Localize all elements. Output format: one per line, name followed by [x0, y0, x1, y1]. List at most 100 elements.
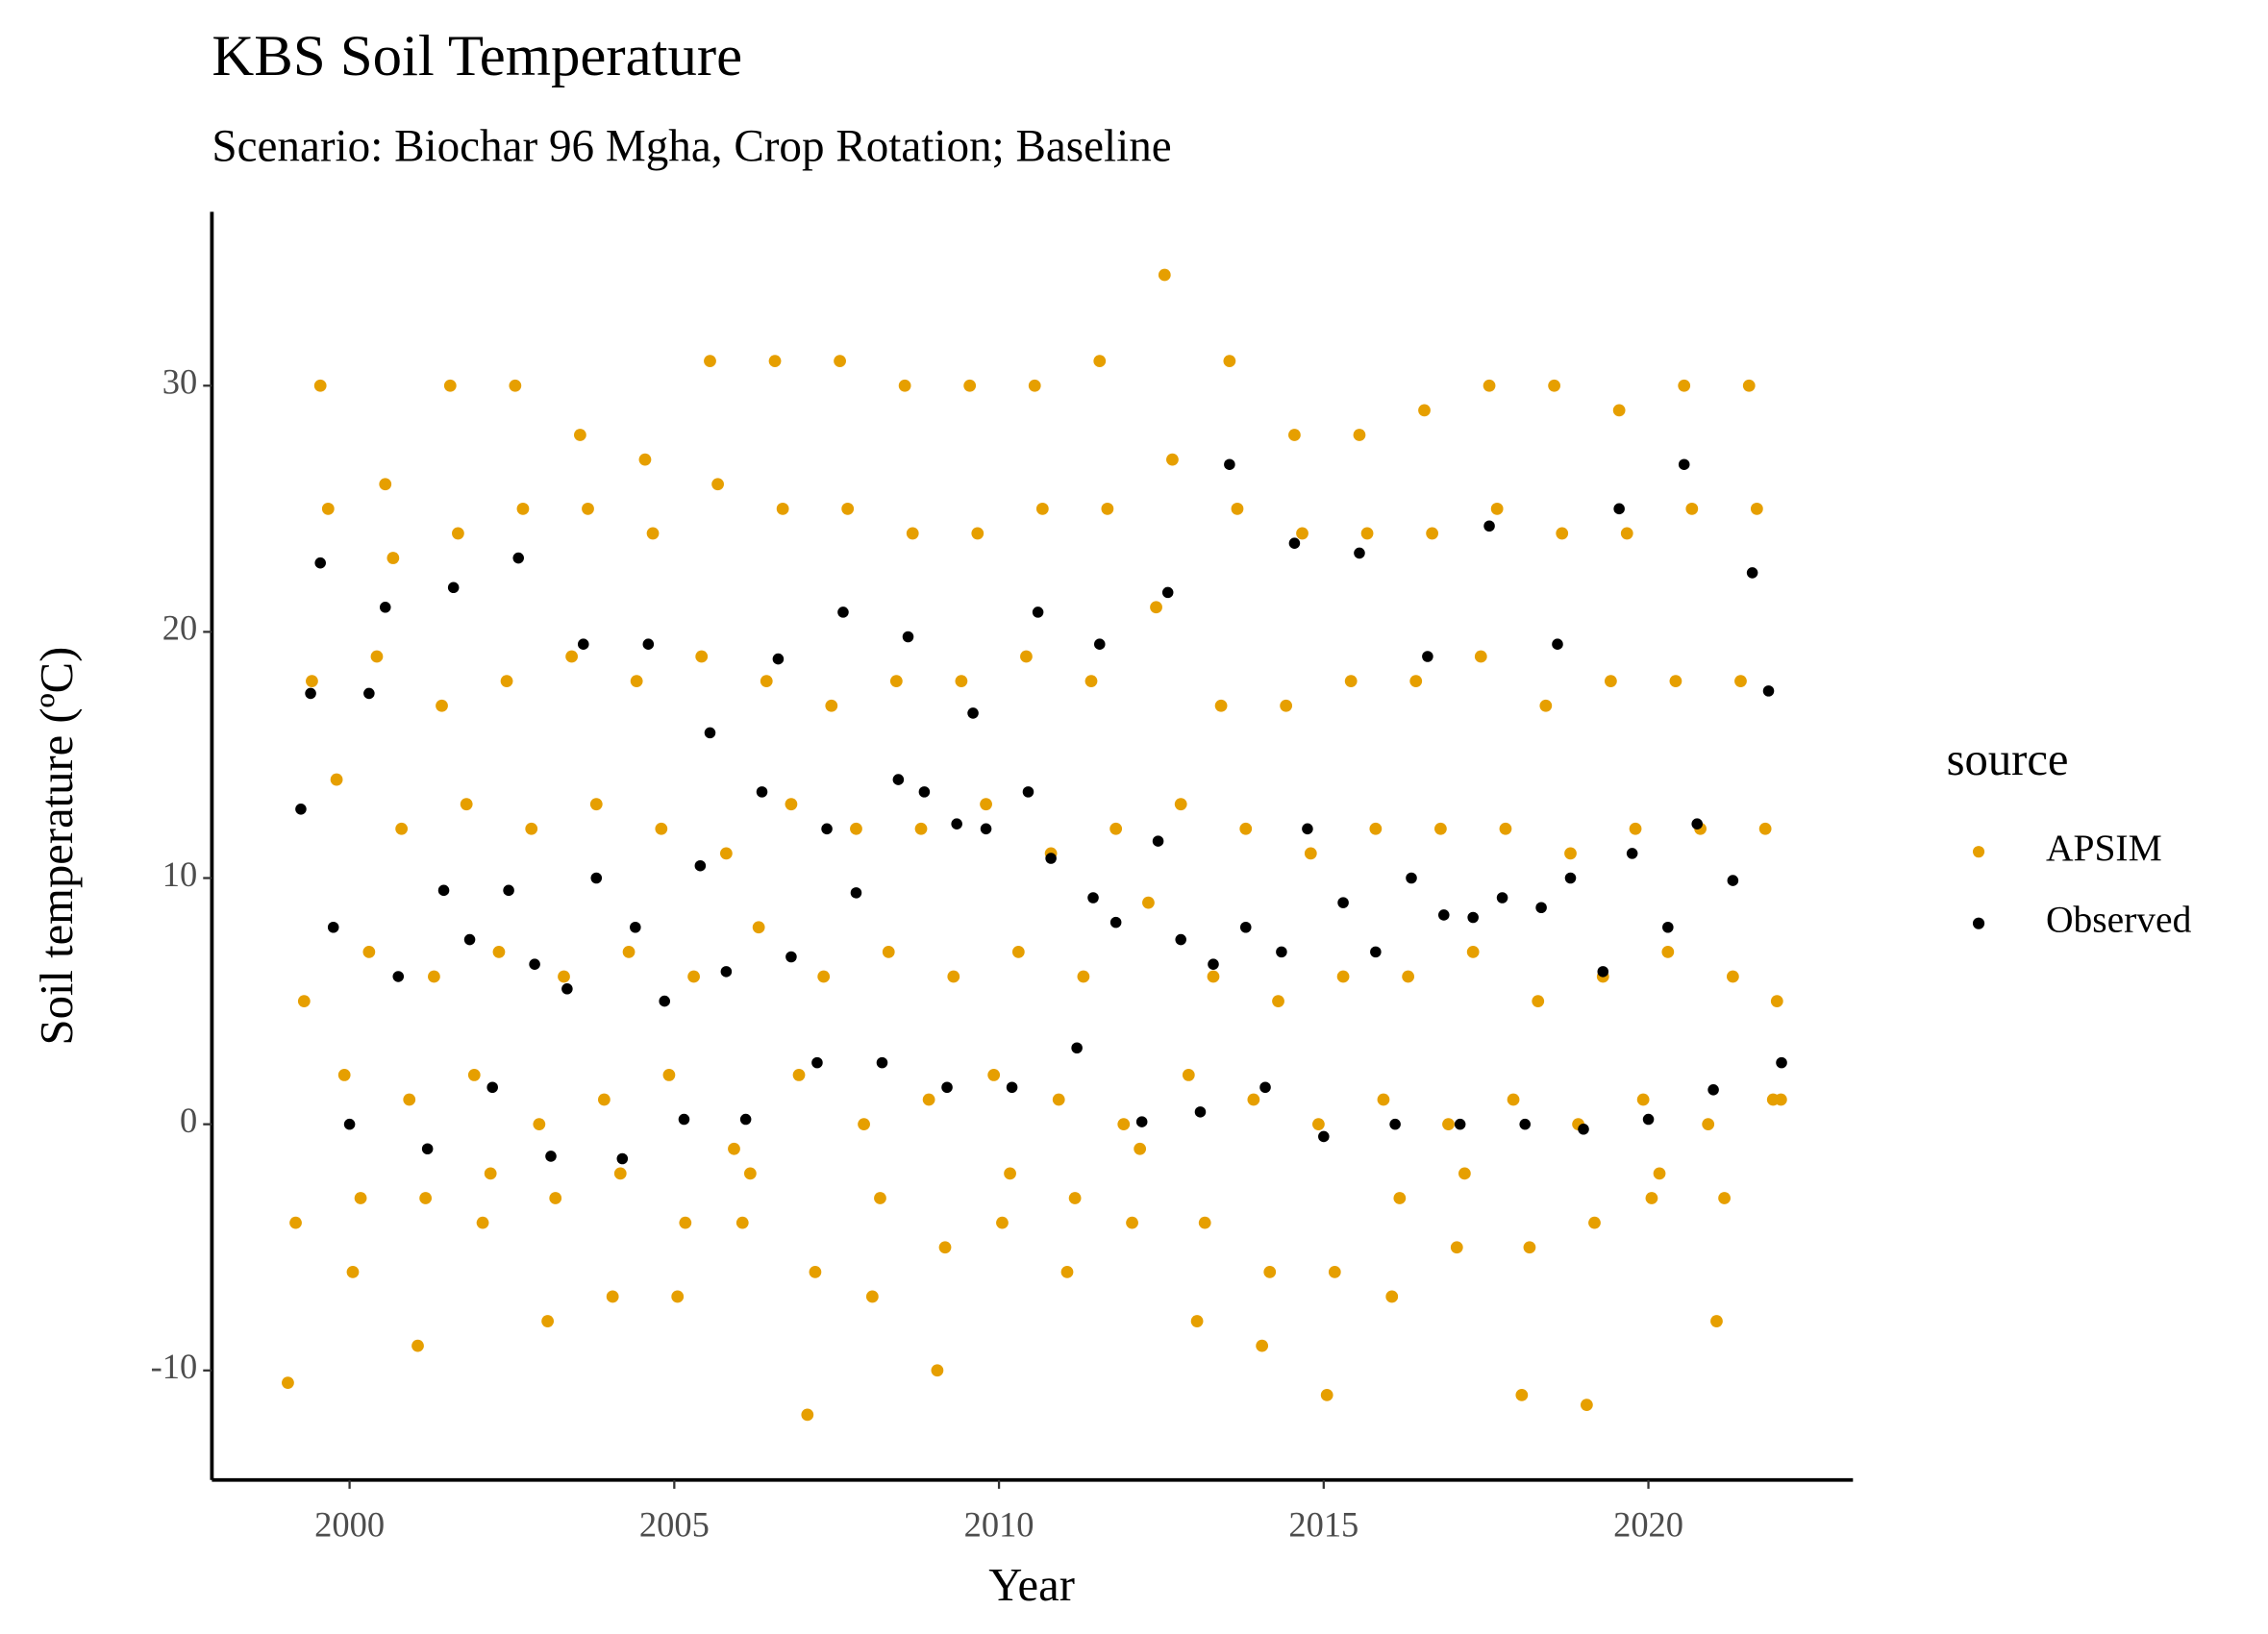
legend: source APSIM Observed	[1947, 733, 2192, 941]
data-point	[1093, 638, 1106, 650]
data-point	[598, 1093, 611, 1106]
data-point	[1707, 1084, 1719, 1096]
data-point	[914, 822, 928, 835]
data-point	[1507, 1093, 1520, 1106]
data-point	[1020, 650, 1033, 663]
data-point	[525, 822, 538, 835]
chart-subtitle: Scenario: Biochar 96 Mgha, Crop Rotation…	[212, 121, 1171, 171]
data-point	[327, 921, 339, 933]
data-point	[821, 823, 833, 835]
data-point	[1523, 1241, 1536, 1254]
data-point	[1496, 892, 1508, 904]
data-point	[1653, 1167, 1666, 1180]
data-point	[1776, 1056, 1787, 1069]
data-point	[947, 970, 960, 983]
data-point	[743, 1167, 757, 1180]
data-point	[1328, 1265, 1341, 1278]
data-point	[1645, 1192, 1658, 1204]
data-point	[1109, 822, 1123, 835]
data-point	[313, 379, 327, 392]
data-point	[1742, 379, 1756, 392]
data-point	[343, 1118, 356, 1130]
data-point	[545, 1151, 557, 1162]
data-point	[817, 970, 831, 983]
points-layer	[282, 268, 1787, 1422]
data-point	[679, 1216, 692, 1229]
data-point	[590, 872, 603, 884]
data-point	[306, 675, 318, 687]
data-point	[1174, 798, 1187, 811]
data-point	[1548, 379, 1560, 392]
data-point	[1580, 1399, 1593, 1412]
data-point	[395, 822, 409, 835]
data-point	[922, 1093, 935, 1106]
data-point	[1629, 822, 1642, 835]
data-point	[421, 1143, 434, 1155]
data-point	[1011, 945, 1025, 958]
data-point	[1152, 835, 1164, 847]
data-point	[363, 687, 375, 700]
data-point	[1276, 946, 1287, 958]
data-point	[1288, 429, 1301, 441]
data-point	[1263, 1265, 1277, 1278]
data-point	[892, 774, 905, 785]
data-point	[874, 1192, 886, 1204]
data-point	[941, 1081, 953, 1094]
data-point	[695, 650, 709, 663]
data-point	[1071, 1042, 1083, 1054]
data-point	[967, 707, 979, 719]
data-point	[996, 1216, 1009, 1229]
data-point	[379, 601, 391, 613]
data-point	[1418, 404, 1431, 417]
data-point	[1142, 896, 1155, 909]
data-point	[1499, 822, 1512, 835]
data-point	[1642, 1113, 1655, 1126]
data-point	[811, 1056, 823, 1069]
data-point	[337, 1069, 351, 1081]
data-point	[1175, 933, 1186, 946]
data-point	[1564, 847, 1577, 860]
data-point	[574, 429, 586, 441]
data-point	[1454, 1118, 1466, 1130]
data-point	[1224, 458, 1235, 470]
data-point	[931, 1364, 944, 1377]
data-point	[577, 638, 589, 650]
data-point	[1288, 537, 1301, 549]
x-tick-label: 2015	[1288, 1505, 1358, 1544]
data-point	[561, 983, 573, 995]
data-point	[392, 971, 405, 982]
data-point	[541, 1315, 555, 1327]
data-point	[622, 945, 636, 958]
data-point	[509, 379, 522, 392]
data-point	[630, 921, 641, 933]
data-point	[1519, 1118, 1531, 1130]
data-point	[837, 607, 849, 618]
data-point	[1093, 355, 1107, 368]
data-point	[760, 675, 773, 687]
data-point	[354, 1192, 367, 1204]
data-point	[1006, 1081, 1018, 1094]
data-point	[1556, 527, 1569, 540]
data-point	[1060, 1265, 1074, 1278]
data-point	[1532, 995, 1545, 1007]
data-point	[1150, 601, 1162, 614]
x-tick-label: 2010	[964, 1505, 1034, 1544]
data-point	[1360, 527, 1374, 540]
data-point	[1434, 822, 1447, 835]
data-point	[938, 1241, 952, 1254]
data-point	[987, 1069, 1001, 1081]
data-point	[533, 1118, 546, 1131]
data-point	[955, 675, 968, 687]
data-point	[1539, 699, 1553, 712]
data-point	[704, 355, 716, 368]
legend-label: APSIM	[2046, 827, 2162, 869]
data-point	[403, 1093, 416, 1106]
data-point	[735, 1216, 749, 1229]
data-point	[295, 804, 307, 815]
data-point	[801, 1408, 814, 1422]
data-point	[1438, 909, 1450, 921]
data-point	[1353, 429, 1366, 441]
data-point	[902, 631, 914, 643]
data-point	[1318, 1130, 1330, 1143]
